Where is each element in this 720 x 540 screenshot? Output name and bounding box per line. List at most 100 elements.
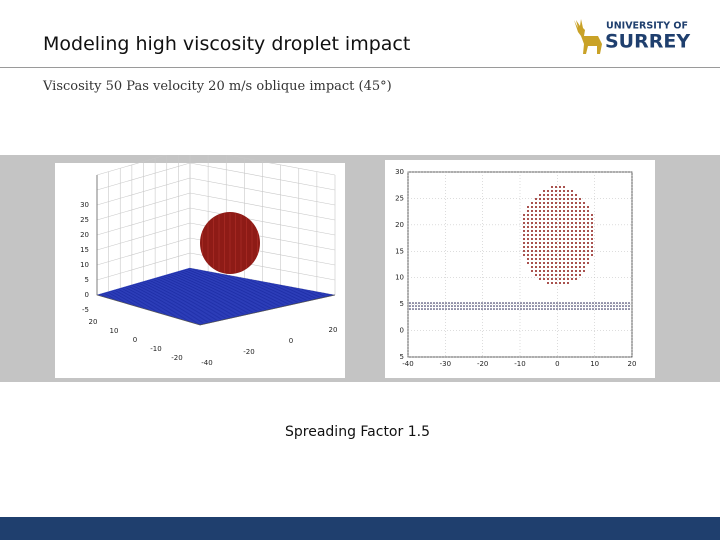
wall-grid-line [189, 162, 336, 191]
particle [567, 190, 569, 192]
particle [559, 242, 561, 244]
mesh-line [158, 283, 278, 314]
particle [421, 305, 423, 307]
particle [547, 218, 549, 220]
particle [539, 270, 541, 272]
mesh-line [114, 272, 216, 301]
particle [583, 258, 585, 260]
particle [574, 305, 576, 307]
particle [587, 246, 589, 248]
particle [575, 278, 577, 280]
particle [616, 305, 618, 307]
particle [538, 305, 540, 307]
particle [531, 270, 533, 272]
particle [571, 222, 573, 224]
mesh-line [143, 279, 256, 309]
particle [555, 270, 557, 272]
particle [539, 202, 541, 204]
particle [571, 258, 573, 260]
particle [567, 258, 569, 260]
particle [587, 254, 589, 256]
slide-title: Modeling high viscosity droplet impact [43, 33, 411, 55]
particle [587, 222, 589, 224]
particle [571, 206, 573, 208]
particle [535, 210, 537, 212]
particle [583, 234, 585, 236]
particle [535, 250, 537, 252]
particle [496, 305, 498, 307]
particle [589, 305, 591, 307]
particle [567, 282, 569, 284]
particle [539, 234, 541, 236]
particle [551, 254, 553, 256]
particle [619, 308, 621, 310]
particle [460, 308, 462, 310]
particle [539, 218, 541, 220]
particle [531, 234, 533, 236]
wall-grid-line [96, 155, 167, 176]
particle [610, 305, 612, 307]
particle [580, 302, 582, 304]
particle [424, 302, 426, 304]
particle [575, 226, 577, 228]
particle [547, 266, 549, 268]
particle [559, 266, 561, 268]
particle [555, 278, 557, 280]
particle [619, 302, 621, 304]
particle [591, 254, 593, 256]
particle [442, 305, 444, 307]
particle [551, 250, 553, 252]
x-tick-label: 0 [133, 336, 137, 344]
particle [553, 305, 555, 307]
particle [538, 302, 540, 304]
particle [475, 305, 477, 307]
particle [591, 218, 593, 220]
particle [559, 218, 561, 220]
droplet-particles [523, 186, 593, 284]
particle [563, 254, 565, 256]
particle [543, 202, 545, 204]
particle [469, 305, 471, 307]
particle [527, 242, 529, 244]
particle [575, 198, 577, 200]
particle [514, 302, 516, 304]
particle [551, 262, 553, 264]
particle [539, 254, 541, 256]
x-tick-label: 10 [590, 360, 599, 368]
particle [527, 226, 529, 228]
particle [583, 305, 585, 307]
particle [547, 206, 549, 208]
particle [559, 274, 561, 276]
wall-grid-line [96, 222, 191, 251]
particle [472, 305, 474, 307]
particle [532, 305, 534, 307]
y-tick-label: 5 [400, 353, 404, 361]
particle [555, 242, 557, 244]
z-tick-label: 10 [80, 261, 89, 269]
particle [587, 210, 589, 212]
particle [531, 206, 533, 208]
particle [607, 302, 609, 304]
particle [579, 202, 581, 204]
particle [577, 308, 579, 310]
particle [535, 258, 537, 260]
axis-outline [96, 175, 336, 326]
particle [439, 308, 441, 310]
particle [523, 214, 525, 216]
x-tick-label: -20 [477, 360, 488, 368]
particle [478, 308, 480, 310]
particle [568, 302, 570, 304]
particle [575, 206, 577, 208]
particle [539, 262, 541, 264]
mesh-line [161, 284, 281, 314]
particle [535, 198, 537, 200]
particle [551, 190, 553, 192]
particle [523, 238, 525, 240]
particle [539, 250, 541, 252]
particle [628, 302, 630, 304]
particle [531, 246, 533, 248]
particle [535, 214, 537, 216]
particle [555, 258, 557, 260]
particle [543, 234, 545, 236]
